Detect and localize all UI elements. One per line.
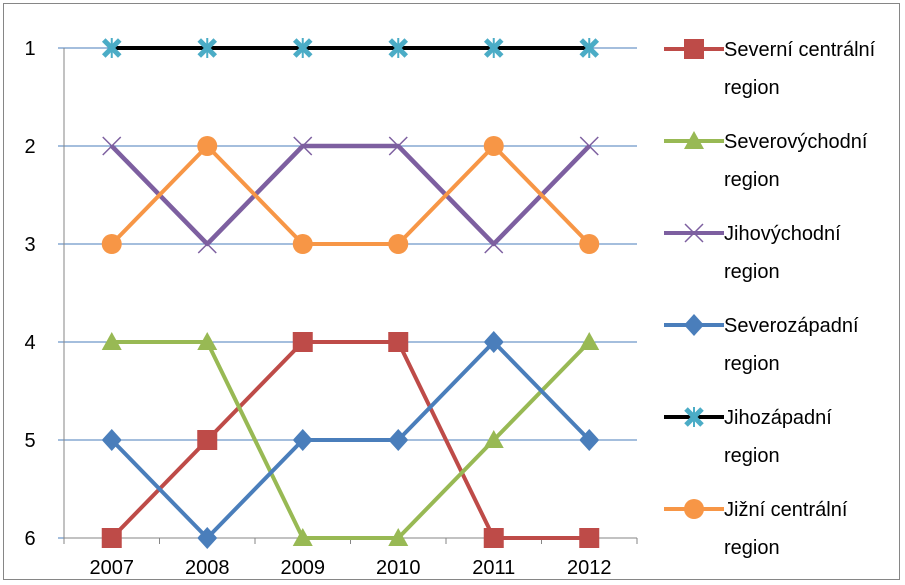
legend-marker [684,131,704,149]
data-point [197,38,218,58]
series-2 [101,332,600,546]
y-tick-label: 2 [24,136,35,158]
series-line [110,340,591,540]
data-point [483,430,504,448]
data-point [579,528,600,548]
data-point [101,234,122,254]
legend-label: region [724,169,780,191]
legend-label: Jižní centrální [724,499,848,521]
series-6 [101,136,600,254]
data-point [388,332,409,352]
legend-label: region [724,353,780,375]
x-tick-label: 2008 [185,557,230,579]
data-point [483,331,504,353]
series-line [110,144,591,246]
data-point [579,332,600,350]
y-tick-label: 4 [24,332,35,354]
legend-item: Severozápadní region [664,314,859,375]
legend-label: Severozápadní [724,315,859,337]
legend-label: Jihovýchodní [724,223,841,245]
legend-marker [684,407,704,427]
legend-item: Jižní centrální region [664,499,848,559]
series-4 [101,331,600,549]
x-tick-label: 2010 [376,557,421,579]
legend-label: region [724,537,780,559]
legend-item: Severní centrální region [664,39,876,99]
legend-label: Jihozápadní [724,407,832,429]
data-point [292,528,313,546]
data-point [483,136,504,156]
data-point [101,429,122,451]
data-point [101,528,122,548]
legend-label: region [724,77,780,99]
data-point [292,38,313,58]
y-tick-label: 5 [24,430,35,452]
legend-marker [684,223,704,243]
data-point [102,136,122,156]
data-point [483,528,504,548]
data-point [388,136,408,156]
x-tick-label: 2009 [281,557,326,579]
data-point [579,136,599,156]
series-line [110,340,590,540]
data-point [579,429,600,451]
data-point [484,234,504,254]
x-tick-label: 2011 [472,557,515,579]
legend-label: region [724,445,780,467]
data-point [101,38,122,58]
series-3 [102,136,599,254]
data-point [292,429,313,451]
data-point [579,38,600,58]
data-point [197,527,218,549]
data-point [197,332,218,350]
legend-item: Severovýchodní region [664,131,868,191]
x-tick-label: 2007 [90,557,135,579]
y-tick-label: 3 [24,234,35,256]
legend-label: region [724,261,780,283]
data-point [579,234,600,254]
series-line [110,143,591,247]
data-point [292,234,313,254]
data-point [388,429,409,451]
series-5 [101,38,600,58]
data-point [197,234,217,254]
data-point [388,234,409,254]
x-tick-label: 2012 [567,557,612,579]
legend-item: Jihovýchodní region [664,223,841,283]
data-point [197,430,218,450]
y-tick-label: 6 [24,528,35,550]
legend-label: Severní centrální [724,39,876,61]
series-1 [101,332,600,548]
data-point [292,332,313,352]
y-tick-label: 1 [24,38,35,60]
legend-marker [684,39,704,59]
legend-marker [684,499,704,519]
legend-marker [684,314,704,336]
data-point [388,528,409,546]
data-point [293,136,313,156]
data-point [101,332,122,350]
data-point [197,136,218,156]
data-point [483,38,504,58]
legend-label: Severovýchodní [724,131,868,153]
legend-item: Jihozápadní region [664,407,832,467]
data-point [388,38,409,58]
series-line [111,340,591,540]
